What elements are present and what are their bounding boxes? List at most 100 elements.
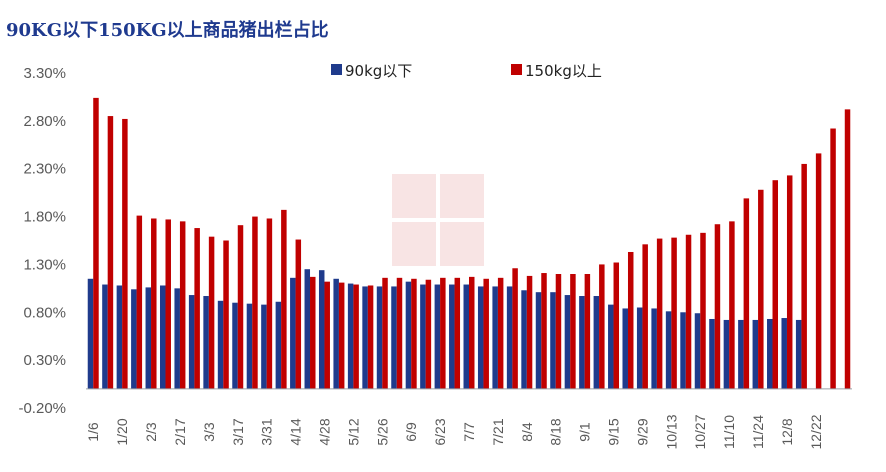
bar-150kg	[237, 225, 244, 389]
x-tick-label: 8/4	[519, 422, 535, 442]
bar-150kg	[786, 175, 793, 389]
bar-90kg	[318, 270, 325, 389]
x-axis: 1/6 1/20 2/3 2/17 3/3 3/17 3/31 4/14 4/28 5/12 5/2…	[85, 414, 824, 449]
bars	[87, 97, 851, 389]
bar-150kg	[656, 238, 663, 389]
bar-150kg	[815, 153, 822, 389]
bar-150kg	[122, 118, 128, 389]
bar-150kg	[584, 274, 591, 389]
bar-90kg	[246, 303, 253, 389]
bar-150kg	[367, 285, 374, 389]
x-tick-label: 10/27	[692, 414, 708, 449]
x-tick-label: 2/3	[143, 422, 159, 442]
bar-150kg	[555, 274, 562, 389]
bar-150kg	[758, 189, 764, 389]
bar-90kg	[102, 284, 108, 389]
bar-90kg	[492, 286, 498, 389]
bar-90kg	[622, 308, 628, 389]
bar-90kg	[579, 296, 585, 389]
bar-150kg	[469, 276, 475, 389]
bar-90kg	[87, 278, 94, 389]
bar-90kg	[550, 292, 556, 389]
bar-150kg	[266, 218, 273, 389]
bar-90kg	[290, 277, 296, 389]
bar-90kg	[506, 286, 513, 389]
bar-150kg	[454, 277, 461, 389]
bar-90kg	[795, 319, 802, 389]
y-tick-label: 3.30%	[23, 65, 66, 82]
bar-90kg	[159, 285, 166, 389]
x-tick-label: 11/10	[721, 415, 737, 449]
x-tick-label: 9/29	[634, 418, 650, 445]
bar-150kg	[194, 228, 200, 389]
bar-90kg	[261, 304, 267, 389]
bar-90kg	[680, 312, 686, 389]
bar-90kg	[521, 290, 527, 389]
bar-90kg	[463, 284, 469, 389]
bar-150kg	[801, 163, 807, 389]
bar-90kg	[449, 284, 455, 389]
bar-90kg	[145, 287, 152, 389]
legend-swatch-150kg	[511, 64, 522, 75]
bar-150kg	[642, 244, 648, 389]
bar-90kg	[174, 288, 180, 389]
bar-90kg	[131, 289, 137, 389]
bar-90kg	[636, 307, 643, 389]
bar-150kg	[382, 277, 388, 389]
bar-150kg	[772, 180, 779, 389]
x-tick-label: 9/1	[577, 422, 593, 442]
legend-label-150kg: 150kg以上	[525, 62, 602, 80]
bar-90kg	[738, 319, 744, 389]
x-tick-label: 1/6	[85, 422, 101, 442]
bar-150kg	[151, 218, 157, 389]
bar-90kg	[593, 296, 600, 389]
y-tick-label: 0.80%	[23, 304, 66, 321]
x-tick-label: 5/26	[374, 418, 390, 445]
bar-150kg	[223, 240, 229, 389]
bar-90kg	[723, 319, 730, 389]
bar-150kg	[136, 215, 143, 389]
x-tick-label: 6/23	[432, 418, 448, 445]
bar-150kg	[411, 278, 417, 389]
bar-150kg	[570, 274, 576, 389]
bar-90kg	[391, 286, 397, 389]
bar-90kg	[347, 283, 354, 389]
x-tick-label: 12/8	[779, 418, 795, 445]
x-tick-label: 2/17	[172, 418, 188, 445]
bar-90kg	[232, 302, 238, 389]
bar-90kg	[651, 308, 657, 389]
bar-150kg	[599, 264, 605, 389]
bar-90kg	[333, 278, 339, 389]
bar-90kg	[304, 269, 311, 389]
bar-150kg	[700, 232, 706, 389]
bar-150kg	[425, 279, 432, 389]
bar-150kg	[729, 221, 735, 389]
bar-150kg	[440, 277, 446, 389]
bar-90kg	[781, 318, 787, 389]
bar-150kg	[107, 116, 114, 389]
y-tick-label: 1.80%	[23, 209, 66, 226]
bar-90kg	[665, 311, 672, 389]
bar-90kg	[376, 286, 383, 389]
bar-150kg	[396, 277, 403, 389]
bar-150kg	[627, 251, 634, 389]
bar-90kg	[420, 284, 426, 389]
bar-150kg	[497, 277, 504, 389]
bar-150kg	[671, 237, 677, 389]
bar-90kg	[116, 285, 123, 389]
x-tick-label: 3/17	[230, 418, 246, 445]
x-tick-label: 10/13	[663, 414, 679, 449]
bar-90kg	[203, 296, 209, 389]
x-tick-label: 9/15	[606, 418, 622, 445]
y-tick-label: 1.30%	[23, 256, 66, 273]
bar-150kg	[324, 281, 330, 389]
y-tick-label: 2.30%	[23, 161, 66, 178]
bar-150kg	[93, 97, 99, 389]
bar-90kg	[608, 304, 614, 389]
y-tick-label: -0.20%	[18, 400, 66, 417]
bar-90kg	[694, 313, 701, 389]
bar-150kg	[165, 219, 171, 389]
x-tick-label: 7/21	[490, 418, 506, 445]
x-tick-label: 6/9	[403, 422, 419, 442]
